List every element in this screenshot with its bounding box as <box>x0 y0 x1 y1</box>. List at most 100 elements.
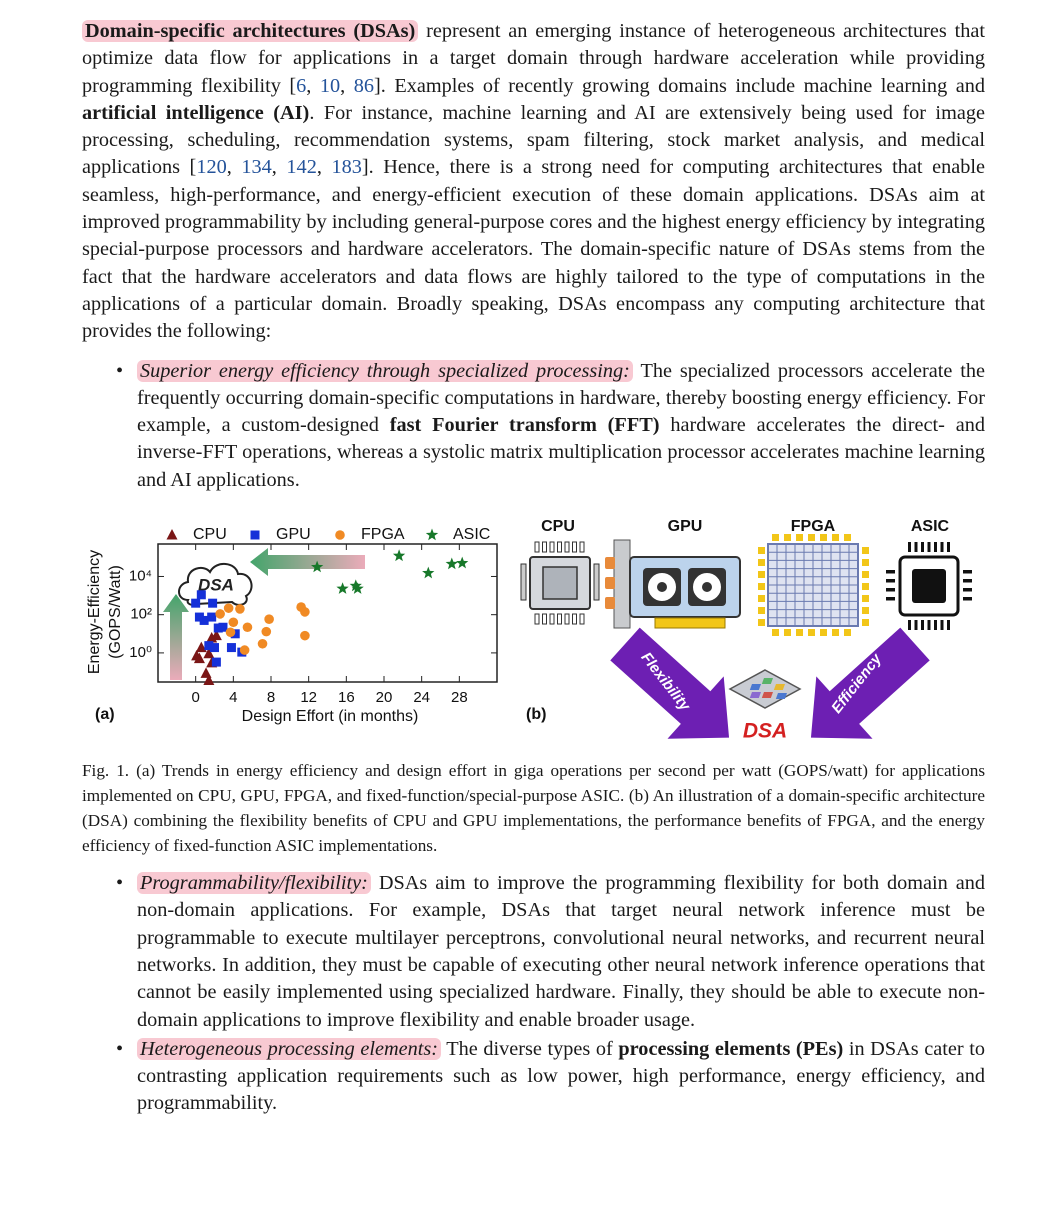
pin <box>914 620 918 631</box>
citation[interactable]: 6 <box>296 74 307 97</box>
text: , <box>340 74 354 97</box>
pin <box>572 613 577 625</box>
node-label: GPU <box>668 518 703 535</box>
legend-label: GPU <box>276 526 311 543</box>
intro-paragraph: Domain-specific architectures (DSAs) rep… <box>82 18 985 346</box>
pin <box>579 541 585 553</box>
bullet: Superior energy efficiency through speci… <box>116 358 985 494</box>
pin <box>963 579 972 583</box>
pin <box>784 629 791 637</box>
point <box>336 582 349 594</box>
text: represent an emerging instance of hetero… <box>82 20 985 97</box>
gpu-bracket <box>613 539 631 629</box>
bold-term: processing elements (PEs) <box>618 1037 844 1060</box>
pin <box>963 588 972 592</box>
text: in DSAs cater to contrasting application… <box>137 1037 985 1115</box>
point <box>200 667 212 678</box>
legend-marker <box>166 529 178 540</box>
pin <box>862 559 869 567</box>
pin <box>784 534 791 542</box>
pin <box>758 547 765 555</box>
point <box>223 603 234 613</box>
pin <box>934 542 937 553</box>
point <box>206 632 218 643</box>
legend-marker <box>425 528 439 541</box>
gpu-connector <box>605 557 615 570</box>
pin <box>796 629 803 637</box>
pin <box>940 620 944 631</box>
point <box>211 657 221 667</box>
bullet-lead: Heterogeneous processing elements: <box>137 1037 442 1060</box>
text: The specialized processors accelerate th… <box>137 359 985 437</box>
citation[interactable]: 134 <box>241 156 272 179</box>
text: , <box>306 74 320 97</box>
dsa-block <box>749 684 761 691</box>
y-tick-label: 10⁴ <box>129 567 152 584</box>
pin <box>862 571 869 579</box>
point <box>261 626 272 637</box>
pin <box>520 563 527 601</box>
pin <box>963 597 972 601</box>
pin <box>862 607 869 615</box>
pin <box>963 570 972 574</box>
annotation: DSA <box>198 576 234 595</box>
pin <box>914 542 918 553</box>
bullet: Heterogeneous processing elements: The d… <box>116 1036 985 1118</box>
pin <box>758 571 765 579</box>
gpu-connector <box>605 577 615 590</box>
panel-label: (a) <box>95 706 115 723</box>
point <box>208 598 218 608</box>
pin <box>886 588 895 592</box>
bold-term: fast Fourier transform (FFT) <box>389 414 660 437</box>
point <box>203 647 215 659</box>
citation[interactable]: 183 <box>331 156 362 179</box>
citation[interactable]: 120 <box>196 156 227 179</box>
pin <box>549 541 555 553</box>
bullet: Programmability/flexibility: DSAs aim to… <box>116 870 985 1034</box>
pin <box>593 563 600 601</box>
point <box>300 607 310 617</box>
x-tick-label: 20 <box>376 689 393 706</box>
point <box>445 557 458 570</box>
text: DSAs aim to improve the programming flex… <box>137 872 985 1031</box>
point <box>228 617 239 628</box>
x-tick-label: 8 <box>267 689 275 706</box>
bullet-lead: Programmability/flexibility: <box>137 872 371 895</box>
plot-frame <box>157 543 498 683</box>
pin <box>862 619 869 627</box>
legend-label: FPGA <box>361 526 405 543</box>
point <box>199 615 209 625</box>
pin <box>808 629 815 637</box>
point <box>456 556 469 569</box>
point <box>213 623 223 633</box>
text: ]. Examples of recently growing domains … <box>374 74 986 97</box>
pin <box>947 620 950 631</box>
chip-die <box>542 566 578 600</box>
panel-label: (b) <box>526 706 546 723</box>
pin <box>579 613 585 625</box>
dsa-block <box>761 678 773 685</box>
point <box>191 598 201 608</box>
x-tick-label: 4 <box>229 689 237 706</box>
x-tick-label: 24 <box>413 689 430 706</box>
node-label: ASIC <box>911 518 950 535</box>
citation[interactable]: 10 <box>319 74 341 97</box>
point <box>195 641 207 653</box>
x-tick-label: 16 <box>338 689 355 706</box>
pin <box>927 542 931 553</box>
point <box>207 612 217 622</box>
pin <box>886 579 895 583</box>
pin <box>947 542 950 553</box>
point <box>242 622 253 633</box>
pin <box>758 619 765 627</box>
point <box>218 622 228 632</box>
point <box>264 614 274 625</box>
citation[interactable]: 142 <box>286 156 317 179</box>
trend-arrow <box>163 594 189 681</box>
citation[interactable]: 86 <box>353 74 375 97</box>
pin <box>934 620 937 631</box>
figure: DSA 0 4 8 12 16 20 24 28 10⁰ 10² 10⁴ Design Effort (… <box>86 518 972 743</box>
pin <box>564 541 570 553</box>
point <box>257 639 268 649</box>
y-axis-label: Energy-Efficiency <box>86 550 103 674</box>
